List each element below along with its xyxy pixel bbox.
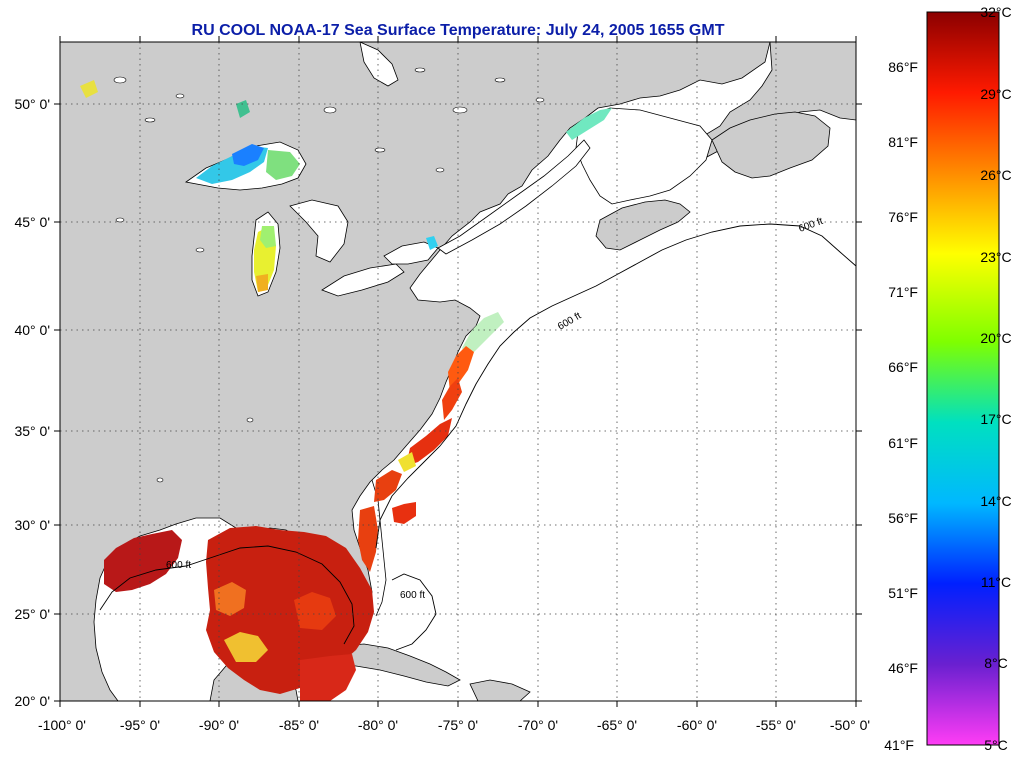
sst-lake-michigan-green: [260, 226, 276, 248]
sst-lake-superior-blue: [232, 144, 264, 166]
contour-600ft-atlantic: [375, 223, 856, 549]
map-layers: 600 ft 600 ft 600 ft 600 ft: [60, 42, 856, 701]
tick-marks: [54, 36, 862, 707]
contour-600ft-gulf: [99, 545, 355, 645]
lon-label: -70° 0': [518, 717, 558, 733]
cb-c-label: 26°C: [980, 167, 1011, 183]
lat-label: 40° 0': [14, 322, 50, 338]
cb-f-label: 66°F: [888, 359, 918, 375]
lat-label: 35° 0': [14, 423, 50, 439]
sst-carolina: [406, 418, 452, 466]
cb-f-label: 41°F: [884, 737, 914, 753]
sst-st-lawrence: [566, 108, 612, 140]
sst-small-lake-nw: [80, 80, 98, 98]
james-bay: [359, 42, 399, 87]
sst-virginia: [442, 378, 462, 420]
sst-gulfstream-patch: [392, 502, 416, 524]
lon-label: -95° 0': [120, 717, 160, 733]
land-nova-scotia: [595, 199, 691, 251]
lon-label: -55° 0': [756, 717, 796, 733]
cb-c-label: 17°C: [980, 411, 1011, 427]
sst-florida-east: [358, 506, 378, 572]
sst-gulf-yellow-patch: [224, 632, 268, 662]
longitude-labels: -100° 0' -95° 0' -90° 0' -85° 0' -80° 0'…: [38, 717, 870, 733]
lat-label: 50° 0': [14, 96, 50, 112]
lat-label: 30° 0': [14, 517, 50, 533]
cb-c-label: 32°C: [980, 4, 1011, 20]
lat-lon-grid: [60, 42, 856, 701]
lon-label: -50° 0': [830, 717, 870, 733]
sst-lake-superior-green: [266, 150, 300, 180]
sst-caribbean-strip: [300, 654, 356, 701]
lon-label: -85° 0': [279, 717, 319, 733]
cb-c-label: 29°C: [980, 86, 1011, 102]
cb-c-label: 23°C: [980, 249, 1011, 265]
sst-gulf-nw: [104, 530, 182, 592]
cb-f-label: 46°F: [888, 660, 918, 676]
lon-label: -60° 0': [677, 717, 717, 733]
gulf-st-lawrence-water: [575, 107, 713, 205]
sst-lake-nipissing: [426, 236, 438, 250]
cb-c-label: 8°C: [984, 655, 1008, 671]
st-lawrence-river: [437, 139, 591, 255]
sst-georgia: [374, 470, 402, 502]
land-hispaniola: [469, 679, 531, 701]
colorbar-celsius-labels: 32°C 29°C 26°C 23°C 20°C 17°C 14°C 11°C …: [980, 4, 1011, 753]
cb-f-label: 76°F: [888, 209, 918, 225]
lake-huron: [289, 199, 349, 263]
land-cuba: [317, 643, 461, 687]
lon-label: -100° 0': [38, 717, 86, 733]
sst-gulf-orange-patch: [214, 582, 246, 616]
cb-c-label: 5°C: [984, 737, 1008, 753]
lon-label: -65° 0': [597, 717, 637, 733]
lat-label: 45° 0': [14, 214, 50, 230]
cb-c-label: 14°C: [980, 493, 1011, 509]
lat-label: 20° 0': [14, 693, 50, 709]
sst-lake-nipigon: [236, 100, 250, 118]
lon-label: -90° 0': [199, 717, 239, 733]
lon-label: -75° 0': [438, 717, 478, 733]
contour-600ft-bahamas: [391, 573, 437, 651]
cb-f-label: 71°F: [888, 284, 918, 300]
sst-carolina-yellow: [398, 452, 416, 472]
cb-f-label: 86°F: [888, 59, 918, 75]
contour-label-gulf: 600 ft: [166, 560, 191, 571]
florida-east-coast: [371, 479, 387, 617]
cb-f-label: 56°F: [888, 510, 918, 526]
cb-f-label: 81°F: [888, 134, 918, 150]
cb-f-label: 61°F: [888, 435, 918, 451]
sst-gulf-east-patch: [294, 592, 336, 630]
sst-lake-michigan-orange: [256, 274, 268, 292]
lat-label: 25° 0': [14, 606, 50, 622]
cb-c-label: 20°C: [980, 330, 1011, 346]
cb-f-label: 51°F: [888, 585, 918, 601]
land-newfoundland: [711, 111, 831, 179]
cb-c-label: 11°C: [981, 574, 1011, 590]
sst-delmarva: [448, 346, 474, 392]
colorbar: [926, 11, 1000, 746]
small-lakes: [113, 67, 545, 483]
sst-nj-coast: [462, 312, 504, 358]
lon-label: -80° 0': [358, 717, 398, 733]
colorbar-fahrenheit-labels: 86°F 81°F 76°F 71°F 66°F 61°F 56°F 51°F …: [884, 59, 918, 753]
lake-erie: [321, 263, 405, 297]
map-title: RU COOL NOAA-17 Sea Surface Temperature:…: [191, 22, 725, 39]
land-north-america: [60, 42, 771, 701]
lake-ontario: [383, 241, 439, 265]
contour-label-bahamas: 600 ft: [400, 590, 425, 601]
latitude-labels: 20° 0' 25° 0' 30° 0' 35° 0' 40° 0' 45° 0…: [14, 96, 50, 709]
